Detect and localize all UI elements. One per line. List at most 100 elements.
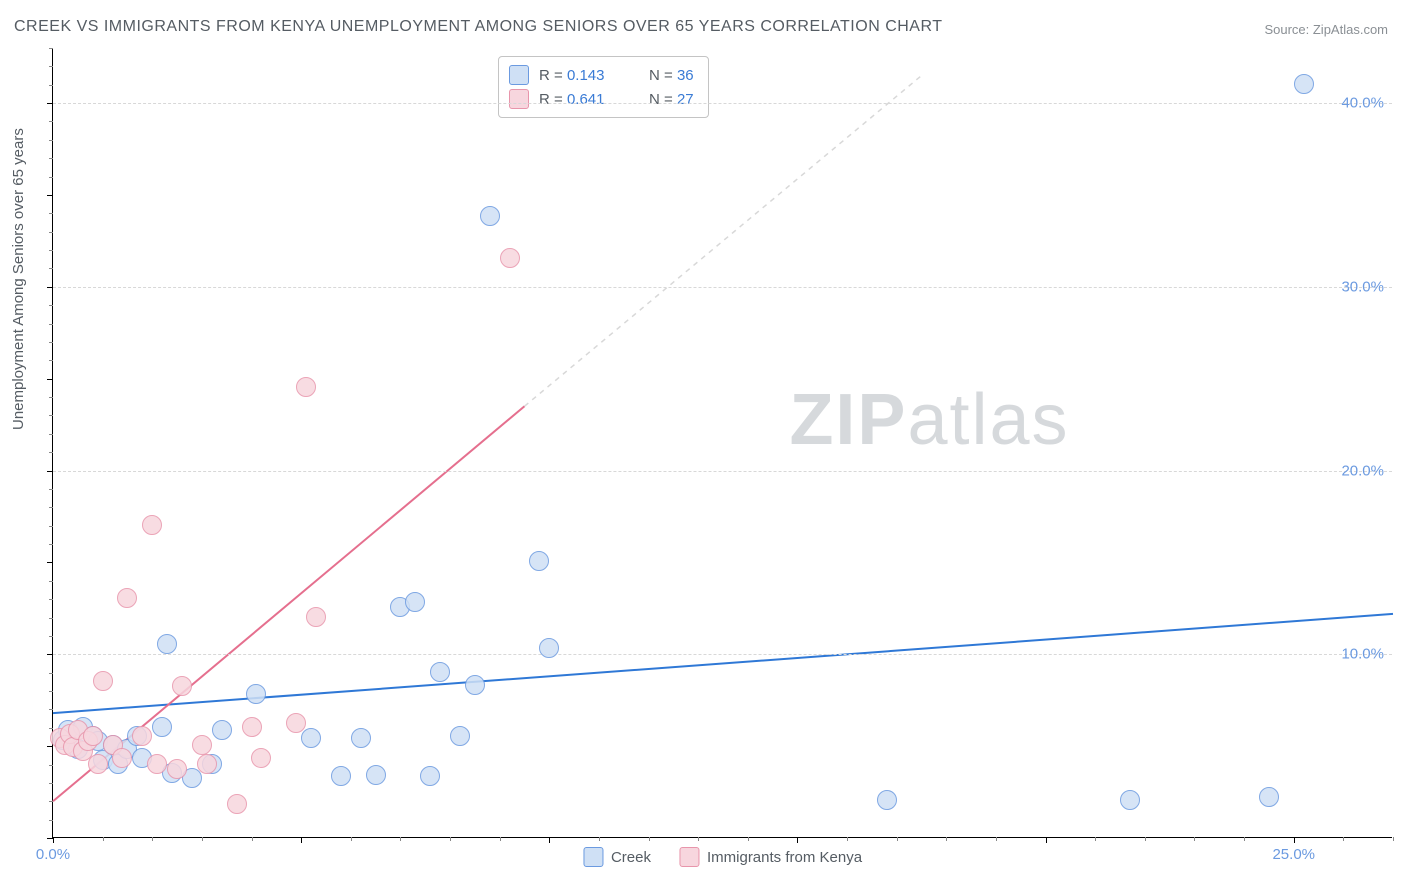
x-tick [152,837,153,841]
data-point-creek [246,684,266,704]
data-point-creek [152,717,172,737]
y-tick [49,177,53,178]
y-tick [49,415,53,416]
y-tick [49,360,53,361]
data-point-creek [539,638,559,658]
x-tick [698,837,699,841]
y-tick [49,765,53,766]
stats-row-kenya: R = 0.641N = 27 [509,87,694,111]
gridline [53,103,1392,104]
data-point-creek [301,728,321,748]
data-point-kenya [286,713,306,733]
data-point-kenya [242,717,262,737]
x-tick-label: 25.0% [1272,846,1315,863]
y-tick [49,66,53,67]
y-tick [47,379,53,380]
data-point-kenya [197,754,217,774]
y-tick [49,305,53,306]
y-tick [49,434,53,435]
y-tick [49,250,53,251]
data-point-kenya [167,759,187,779]
x-tick [400,837,401,841]
y-tick [47,471,53,472]
legend: Creek Immigrants from Kenya [583,847,862,867]
legend-item-creek: Creek [583,847,651,867]
y-axis-label: Unemployment Among Seniors over 65 years [10,128,27,430]
gridline [53,471,1392,472]
y-tick [49,673,53,674]
x-tick [549,837,550,843]
y-tick [49,489,53,490]
source-attribution: Source: ZipAtlas.com [1264,22,1388,37]
x-tick [53,837,54,843]
data-point-kenya [117,588,137,608]
y-tick [49,324,53,325]
x-tick [1095,837,1096,841]
x-tick [500,837,501,841]
data-point-kenya [83,726,103,746]
data-point-creek [529,551,549,571]
data-point-creek [430,662,450,682]
y-tick [49,820,53,821]
x-tick [649,837,650,841]
y-tick [47,654,53,655]
y-tick [47,287,53,288]
swatch-creek [509,65,529,85]
data-point-kenya [500,248,520,268]
x-tick [1244,837,1245,841]
y-tick [49,121,53,122]
data-point-creek [480,206,500,226]
gridline [53,654,1392,655]
data-point-creek [1120,790,1140,810]
trend-line [524,76,921,407]
data-point-kenya [251,748,271,768]
x-tick [301,837,302,843]
x-tick [847,837,848,841]
y-tick [49,544,53,545]
gridline [53,287,1392,288]
y-tick [47,562,53,563]
y-tick [47,103,53,104]
y-tick [49,507,53,508]
data-point-creek [366,765,386,785]
stats-r-label: R = 0.641 [539,91,639,108]
x-tick [1343,837,1344,841]
x-tick [599,837,600,841]
x-tick [946,837,947,841]
stats-r-label: R = 0.143 [539,67,639,84]
y-tick [49,342,53,343]
y-tick [49,158,53,159]
data-point-kenya [306,607,326,627]
data-point-kenya [296,377,316,397]
data-point-creek [450,726,470,746]
chart-plot-area: ZIPatlas R = 0.143N = 36R = 0.641N = 27 … [52,48,1392,838]
y-tick-label: 40.0% [1341,95,1384,112]
x-tick-label: 0.0% [36,846,70,863]
data-point-kenya [172,676,192,696]
legend-swatch-kenya [679,847,699,867]
x-tick [351,837,352,841]
data-point-kenya [132,726,152,746]
y-tick-label: 20.0% [1341,462,1384,479]
x-tick [1194,837,1195,841]
x-tick [897,837,898,841]
y-tick [49,526,53,527]
y-tick [49,691,53,692]
legend-item-kenya: Immigrants from Kenya [679,847,862,867]
correlation-stats-box: R = 0.143 N = 36 R = 0.641N = 27 [498,56,709,118]
y-tick [47,838,53,839]
data-point-creek [157,634,177,654]
data-point-kenya [227,794,247,814]
x-tick [797,837,798,843]
x-tick [1145,837,1146,841]
x-tick [748,837,749,841]
y-tick [49,48,53,49]
stats-n-label: N = 36 [649,67,694,84]
x-tick [103,837,104,841]
y-tick [47,746,53,747]
y-tick [47,195,53,196]
y-tick [49,85,53,86]
y-tick [49,140,53,141]
data-point-creek [212,720,232,740]
x-tick [252,837,253,841]
